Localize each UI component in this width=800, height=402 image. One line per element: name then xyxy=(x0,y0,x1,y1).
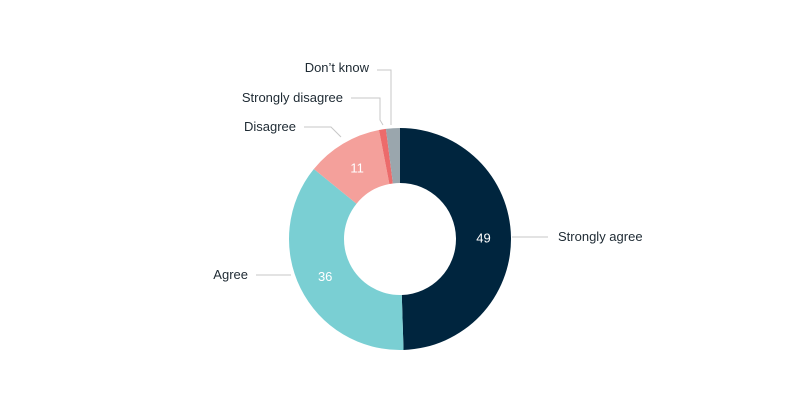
value-label-disagree: 11 xyxy=(350,160,364,175)
slice-disagree xyxy=(313,130,390,204)
slice-strongly-disagree xyxy=(378,128,393,185)
category-label-disagree: Disagree xyxy=(244,119,296,134)
slice-agree xyxy=(288,169,404,351)
category-label-agree: Agree xyxy=(213,267,248,282)
value-labels-group: 49 36 11 xyxy=(318,160,491,284)
leader-line-disagree xyxy=(304,126,342,138)
slices-group xyxy=(288,128,512,351)
value-label-agree: 36 xyxy=(318,269,332,284)
slice-strongly-agree xyxy=(400,128,512,350)
category-label-strongly-disagree: Strongly disagree xyxy=(242,90,343,105)
category-labels-group: Strongly agree Agree Disagree Strongly disa… xyxy=(213,60,642,282)
value-label-strongly-agree: 49 xyxy=(476,231,490,246)
leader-line-don-t-know xyxy=(377,69,392,125)
category-label-don-t-know: Don’t know xyxy=(305,60,370,75)
slice-don-t-know xyxy=(385,128,400,184)
leader-line-strongly-disagree xyxy=(351,97,384,126)
category-label-strongly-agree: Strongly agree xyxy=(558,229,643,244)
leader-lines-group xyxy=(256,69,548,276)
